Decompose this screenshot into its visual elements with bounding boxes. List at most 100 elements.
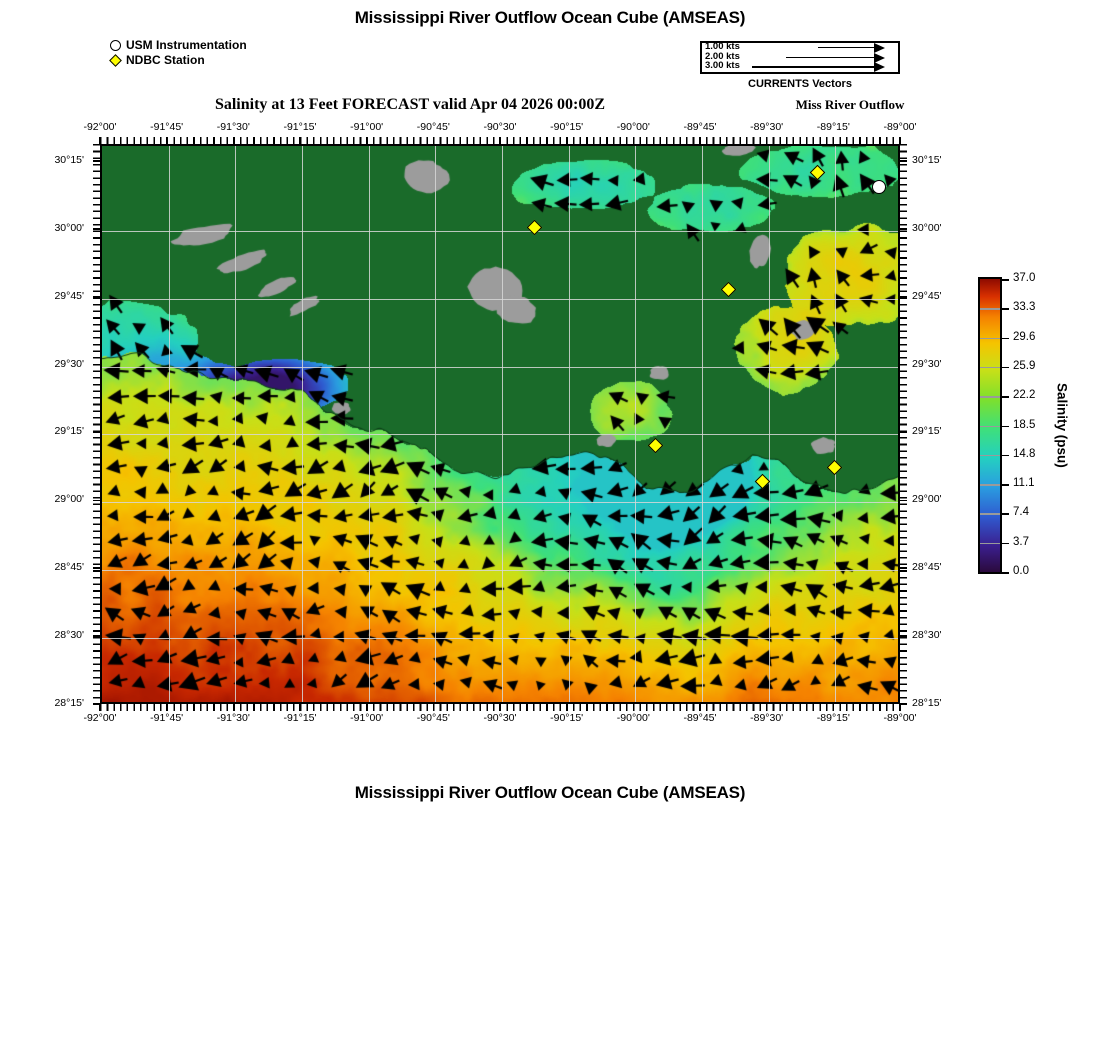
- colorbar-tick-label: 22.2: [1013, 389, 1036, 402]
- currents-arrow-head: [874, 43, 885, 53]
- marker-legend: USM Instrumentation NDBC Station: [109, 38, 247, 68]
- colorbar-tick-label: 25.9: [1013, 359, 1036, 372]
- y-axis-label: 29°30': [912, 357, 942, 370]
- x-axis-label: -89°15': [816, 712, 850, 724]
- y-axis-major-tick: [900, 635, 907, 637]
- x-axis-major-tick: [99, 137, 101, 144]
- colorbar-separator: [980, 484, 1000, 486]
- y-axis-major-tick: [900, 431, 907, 434]
- colorbar-title: Salinity (psu): [1054, 382, 1070, 468]
- currents-arrow-head: [874, 62, 885, 73]
- y-axis-major-tick: [93, 160, 100, 162]
- colorbar-tick-label: 14.8: [1013, 447, 1036, 460]
- y-axis-major-tick: [900, 160, 907, 162]
- x-axis-major-tick: [432, 137, 435, 144]
- x-axis-major-tick: [765, 704, 768, 711]
- gridline-vertical: [235, 146, 237, 702]
- outflow-label: Miss River Outflow: [795, 97, 905, 112]
- y-axis-label: 28°45': [54, 561, 84, 574]
- x-axis-major-tick: [632, 704, 635, 711]
- colorbar-tick-label: 18.5: [1013, 418, 1036, 431]
- y-axis-label: 28°45': [912, 561, 942, 574]
- y-axis-label: 28°15': [54, 697, 84, 709]
- y-axis-label: 29°15': [912, 425, 942, 438]
- y-axis-major-tick: [900, 363, 907, 366]
- y-axis-label: 29°45': [912, 289, 942, 302]
- y-axis-major-tick: [900, 567, 907, 570]
- currents-scale-label: 3.00 kts: [705, 60, 740, 72]
- x-axis-label: -90°00': [616, 712, 650, 724]
- colorbar-separator: [980, 542, 1000, 545]
- colorbar-tick: [1002, 542, 1009, 545]
- colorbar-separator: [980, 337, 1000, 340]
- x-axis-major-tick: [632, 137, 635, 144]
- x-axis-label: -90°30': [483, 121, 517, 133]
- colorbar-tick: [1002, 425, 1009, 428]
- legend-item-usm: USM Instrumentation: [110, 38, 247, 53]
- x-axis-major-tick: [832, 137, 835, 144]
- gridline-vertical: [168, 146, 170, 702]
- currents-scale-label: 2.00 kts: [705, 50, 740, 62]
- x-axis-label: -89°30': [750, 712, 784, 724]
- page-title: Mississippi River Outflow Ocean Cube (AM…: [354, 8, 746, 27]
- colorbar-tick: [1002, 396, 1009, 398]
- y-axis-label: 29°30': [54, 357, 84, 370]
- x-axis-major-tick: [565, 704, 568, 711]
- y-axis-major-tick: [93, 295, 100, 298]
- colorbar-tick: [1002, 454, 1009, 457]
- usm-station-marker[interactable]: [872, 180, 886, 194]
- colorbar-tick: [1002, 308, 1009, 310]
- map-plot-area[interactable]: [100, 144, 900, 704]
- x-axis-major-tick: [499, 137, 501, 144]
- colorbar-separator: [980, 513, 1000, 515]
- y-axis-ticks-right: [900, 144, 907, 704]
- gridline-vertical: [502, 146, 503, 702]
- y-axis-label: 29°00': [54, 493, 84, 506]
- y-axis-ticks-left: [93, 144, 100, 704]
- colorbar-tick: [1002, 513, 1009, 515]
- currents-arrow-shaft: [786, 56, 874, 58]
- currents-arrow-head: [874, 52, 885, 63]
- x-axis-label: -90°45': [416, 712, 450, 724]
- x-axis-label: -91°15': [283, 712, 317, 724]
- currents-scale-label: 1.00 kts: [705, 41, 740, 52]
- x-axis-label: -89°30': [750, 121, 784, 133]
- salinity-field-canvas: [102, 146, 898, 702]
- gridline-horizontal: [102, 366, 898, 368]
- y-axis-label: 30°00': [54, 221, 84, 234]
- y-axis-label: 30°15': [54, 153, 84, 166]
- y-axis-major-tick: [900, 499, 907, 502]
- plot-subtitle: Salinity at 13 Feet FORECAST valid Apr 0…: [214, 96, 606, 113]
- footer-title: Mississippi River Outflow Ocean Cube (AM…: [354, 783, 746, 802]
- colorbar-tick: [1002, 366, 1009, 369]
- y-axis-label: 28°30': [912, 629, 942, 642]
- colorbar-tick-label: 11.1: [1013, 477, 1035, 490]
- currents-legend-caption: CURRENTS Vectors: [748, 78, 852, 90]
- x-axis-label: -90°00': [616, 121, 650, 133]
- colorbar-tick: [1002, 572, 1009, 574]
- gridline-vertical: [368, 146, 370, 702]
- x-axis-label: -91°15': [283, 121, 317, 133]
- x-axis-major-tick: [165, 137, 168, 144]
- x-axis-major-tick: [165, 704, 168, 711]
- currents-scale-row: 1.00 kts: [702, 41, 898, 53]
- gridline-horizontal: [102, 570, 898, 572]
- gridline-horizontal: [102, 434, 898, 436]
- x-axis-label: -90°45': [416, 121, 450, 133]
- x-axis-major-tick: [899, 704, 901, 711]
- x-axis-major-tick: [699, 137, 701, 144]
- legend-item-ndbc: NDBC Station: [109, 53, 247, 68]
- x-axis-label: -91°00': [350, 121, 384, 133]
- y-axis-major-tick: [900, 703, 907, 705]
- x-axis-major-tick: [365, 704, 368, 711]
- y-axis-label: 30°00': [912, 221, 942, 234]
- colorbar-tick: [1002, 484, 1009, 486]
- x-axis-label: -91°45': [150, 712, 184, 724]
- y-axis-label: 29°00': [912, 493, 942, 506]
- colorbar-separator: [980, 396, 1000, 398]
- colorbar-separator: [980, 366, 1000, 369]
- gridline-horizontal: [102, 502, 898, 504]
- x-axis-major-tick: [832, 704, 835, 711]
- y-axis-label: 29°45': [54, 289, 84, 302]
- currents-arrow-shaft: [752, 66, 874, 68]
